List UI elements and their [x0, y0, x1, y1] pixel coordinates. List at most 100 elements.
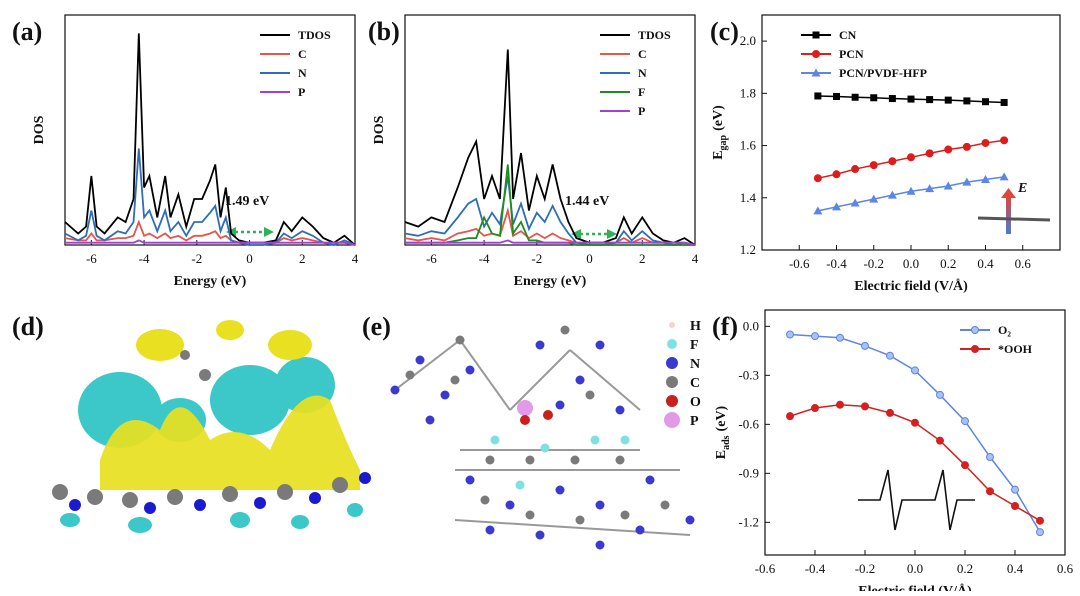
marker	[936, 390, 944, 399]
marker	[911, 418, 919, 427]
marker	[999, 172, 1009, 181]
x-tick-label: 2	[299, 251, 306, 266]
waveform-inset	[858, 469, 975, 531]
marker	[869, 194, 879, 203]
marker	[961, 461, 969, 470]
marker	[925, 149, 934, 158]
y-axis-label: DOS	[372, 115, 387, 144]
marker	[861, 341, 869, 350]
x-axis-label: Energy (eV)	[174, 274, 247, 289]
y-tick-label: 0.0	[743, 318, 759, 333]
x-tick-label: -4	[139, 251, 150, 266]
x-tick-label: -0.2	[855, 561, 876, 576]
panel-label: (c)	[710, 17, 739, 46]
gap-arrow	[235, 230, 608, 236]
marker	[907, 153, 915, 162]
marker	[812, 50, 820, 58]
legend-label: PCN	[839, 47, 864, 61]
x-tick-label: 0.0	[903, 256, 919, 271]
marker	[1000, 98, 1008, 106]
x-tick-label: 0.4	[977, 256, 994, 271]
y-axis-label: Egap (eV)	[711, 105, 729, 160]
x-tick-label: -6	[86, 251, 97, 266]
marker	[851, 165, 860, 174]
x-tick-label: 4	[352, 251, 359, 266]
y-label-unit: (eV)	[714, 405, 729, 431]
element-swatch	[664, 412, 680, 428]
panel-label: (a)	[12, 17, 42, 46]
series-line	[405, 239, 696, 246]
series-line	[64, 148, 356, 246]
marker	[926, 96, 934, 104]
marker	[887, 190, 897, 199]
marker	[986, 487, 994, 496]
charge-density-image	[52, 320, 371, 533]
y-tick-label: 1.6	[740, 138, 757, 153]
x-tick-label: 4	[692, 251, 699, 266]
series-line	[789, 333, 1041, 533]
marker	[813, 174, 822, 183]
marker	[832, 202, 841, 211]
x-tick-label: 0.6	[1057, 561, 1074, 576]
marker	[870, 94, 878, 102]
series-line	[65, 239, 356, 246]
element-label: C	[690, 376, 700, 391]
y-tick-label: 2.0	[740, 33, 756, 48]
series-line	[404, 175, 696, 246]
x-tick-label: -0.2	[863, 256, 884, 271]
marker	[971, 345, 979, 353]
marker	[971, 326, 979, 334]
x-tick-label: -0.4	[805, 561, 826, 576]
legend-label: PCN/PVDF-HFP	[839, 66, 927, 80]
marker	[861, 402, 869, 411]
x-tick-label: -2	[531, 251, 542, 266]
legend-label: TDOS	[298, 28, 331, 42]
y-label-main: E	[714, 450, 729, 459]
x-tick-label: -0.6	[789, 256, 810, 271]
legend-label: C	[298, 47, 307, 61]
annotation: 1.44 eV	[565, 194, 609, 209]
element-label: P	[690, 414, 699, 429]
x-tick-label: -6	[426, 251, 437, 266]
plot-frame	[761, 14, 1061, 251]
x-tick-label: -0.6	[755, 561, 776, 576]
series-line	[64, 219, 356, 246]
x-tick-label: -4	[479, 251, 490, 266]
legend-label: N	[298, 66, 307, 80]
marker	[925, 184, 935, 193]
plot-frame	[64, 14, 356, 246]
plot-frame	[404, 14, 696, 246]
legend-label: *OOH	[998, 342, 1033, 356]
panel-label: (f)	[712, 312, 738, 341]
marker	[851, 93, 859, 101]
marker	[869, 161, 878, 170]
marker	[886, 408, 894, 417]
element-label: H	[690, 319, 701, 334]
marker	[811, 68, 821, 77]
y-axis-label: Eads (eV)	[714, 405, 732, 459]
marker	[943, 181, 953, 190]
y-tick-label: -0.3	[738, 367, 759, 382]
structure-image	[390, 325, 695, 550]
series-line	[404, 206, 696, 246]
element-label: F	[690, 338, 699, 353]
marker	[1036, 528, 1044, 537]
series-line	[404, 49, 696, 246]
element-swatch	[666, 376, 678, 388]
marker	[981, 138, 990, 147]
marker	[982, 98, 989, 106]
x-tick-label: 0.2	[940, 256, 956, 271]
x-tick-label: 0.0	[907, 561, 923, 576]
marker	[1036, 516, 1044, 525]
y-label-main: DOS	[32, 115, 47, 144]
series-line	[64, 33, 356, 246]
marker	[812, 31, 820, 39]
legend-label: N	[638, 66, 647, 80]
element-swatch	[666, 395, 678, 407]
marker	[1000, 136, 1009, 145]
element-swatch	[666, 357, 678, 369]
element-label: N	[690, 357, 700, 372]
legend-label: CN	[839, 28, 857, 42]
annotation: E	[1017, 181, 1027, 196]
